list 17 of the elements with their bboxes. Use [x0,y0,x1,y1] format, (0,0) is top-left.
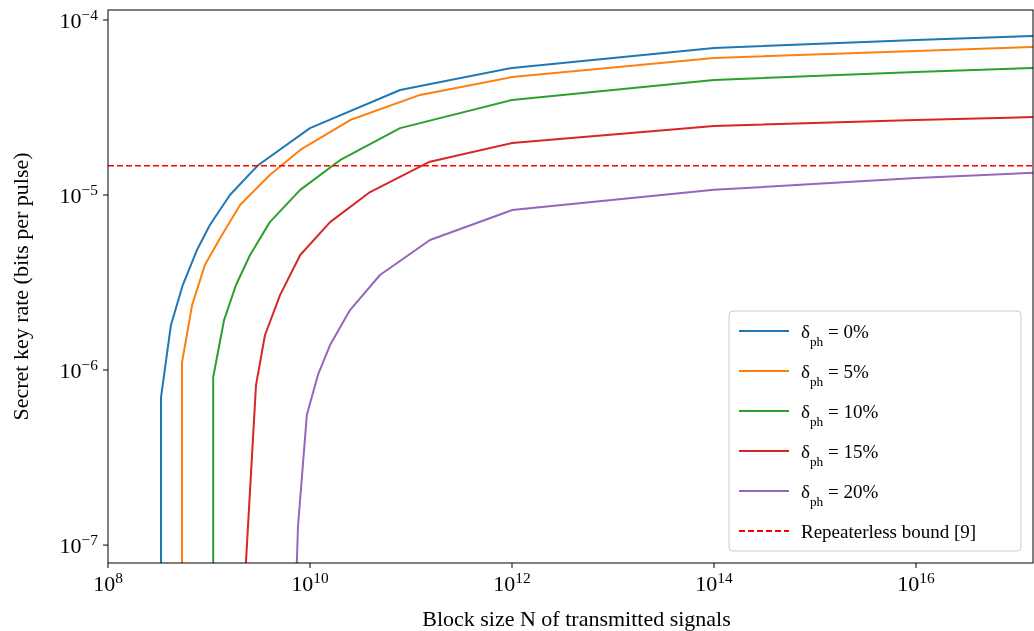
y-tick-label: 10$^{−5}$ [59,180,99,208]
y-tick-label: 10$^{−6}$ [59,355,99,384]
legend-label: δ$_{ph}$ = 20% [801,481,879,509]
legend-label: δ$_{ph}$ = 10% [801,401,879,429]
y-tick-label: 10$^{−7}$ [59,530,99,559]
x-tick-label: 10$^{16}$ [897,568,935,596]
legend-label: δ$_{ph}$ = 0% [801,321,869,349]
legend-label: Repeaterless bound [9] [801,521,977,542]
x-tick-label: 10$^{12}$ [493,568,531,596]
x-tick-label: 10$^{10}$ [291,568,329,596]
x-axis-title: Block size N of transmitted signals [422,606,731,631]
y-tick-label: 10$^{−4}$ [59,5,99,33]
x-tick-label: 10$^{8}$ [93,568,124,596]
y-axis-title: Secret key rate (bits per pulse) [8,152,33,421]
legend-label: δ$_{ph}$ = 5% [801,361,869,389]
x-tick-label: 10$^{14}$ [695,568,733,596]
legend-label: δ$_{ph}$ = 15% [801,441,879,469]
